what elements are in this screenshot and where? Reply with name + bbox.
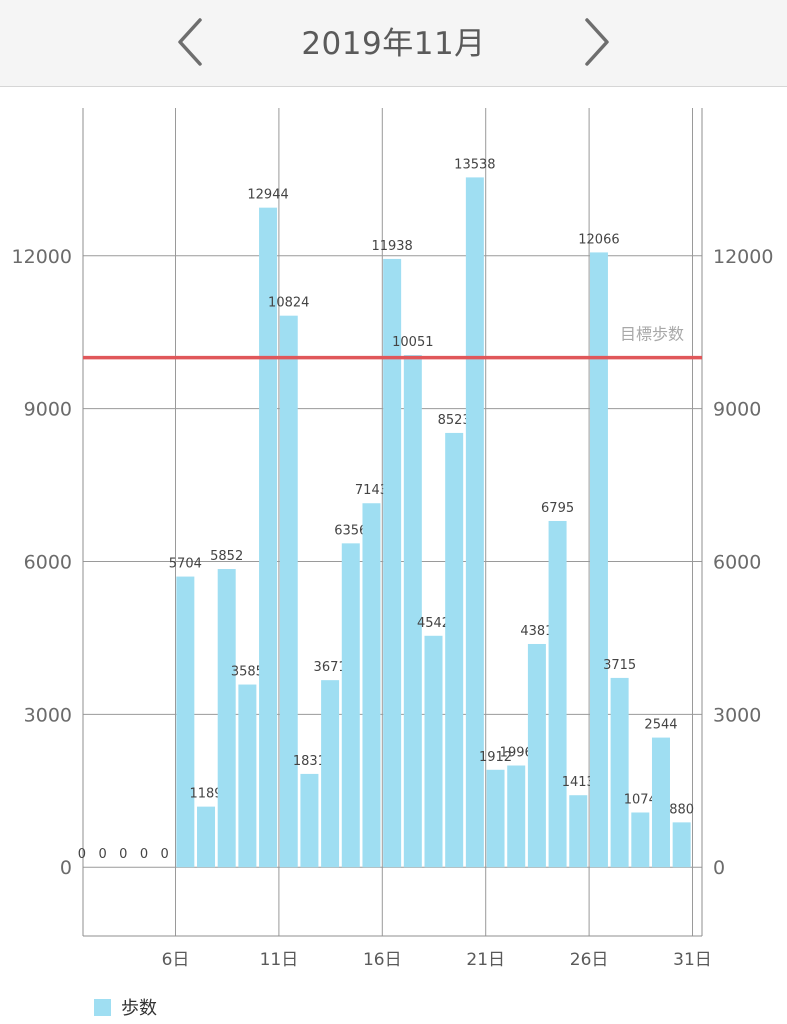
bar-value-label: 3671: [314, 660, 347, 675]
bar: [197, 806, 216, 868]
bar-value-label: 6356: [334, 523, 367, 538]
bar: [548, 520, 567, 868]
bar-value-label: 12944: [247, 188, 288, 203]
bar: [465, 177, 484, 868]
bar-value-label: 1189: [189, 787, 222, 802]
y-tick-label-right: 9000: [713, 399, 761, 421]
bar: [651, 737, 670, 868]
bar-value-label: 1831: [293, 754, 326, 769]
y-tick-label-right: 3000: [713, 704, 761, 726]
bar: [672, 822, 691, 868]
bar: [589, 252, 608, 868]
bar: [507, 765, 526, 868]
bar-value-label: 10824: [268, 296, 309, 311]
bar-value-label: 0: [140, 847, 148, 862]
legend-label: 歩数: [121, 998, 157, 1019]
x-tick-label: 31日: [673, 950, 712, 970]
y-tick-label-right: 0: [713, 857, 725, 879]
bar: [217, 569, 236, 868]
bar-value-label: 1413: [562, 775, 595, 790]
y-tick-label-right: 12000: [713, 246, 773, 268]
bar-value-label: 4381: [520, 624, 553, 639]
bar-value-label: 880: [669, 802, 694, 817]
bar-value-label: 12066: [578, 232, 619, 247]
bar-value-label: 1074: [624, 792, 657, 807]
bar: [279, 315, 298, 868]
bar-value-label: 10051: [392, 335, 433, 350]
next-month-button[interactable]: [577, 14, 617, 70]
chevron-right-icon: [585, 18, 609, 66]
legend-swatch: [94, 998, 111, 1016]
bar: [610, 677, 629, 868]
bar: [321, 680, 340, 868]
y-tick-label-left: 3000: [24, 704, 72, 726]
bar: [445, 432, 464, 868]
bar-value-label: 3585: [231, 665, 264, 680]
bar: [362, 503, 381, 868]
y-tick-label-left: 12000: [12, 246, 72, 268]
bar: [238, 684, 257, 868]
target-label: 目標歩数: [620, 325, 684, 344]
bar: [527, 643, 546, 868]
chart-legend: 歩数: [94, 995, 157, 1019]
bar: [259, 207, 278, 868]
x-tick-label: 16日: [363, 950, 402, 970]
bar-value-label: 1912: [479, 750, 512, 765]
y-tick-label-left: 0: [60, 857, 72, 879]
bar-value-label: 0: [119, 847, 127, 862]
bar: [424, 635, 443, 868]
bar: [631, 812, 650, 868]
bar-value-label: 5704: [169, 557, 202, 572]
bar-value-label: 6795: [541, 501, 574, 516]
y-tick-label-left: 9000: [24, 399, 72, 421]
bar-value-label: 0: [98, 847, 106, 862]
month-title: 2019年11月: [301, 26, 486, 62]
bar: [383, 258, 402, 868]
bar-value-label: 1996: [500, 746, 533, 761]
y-tick-label-left: 6000: [24, 551, 72, 573]
prev-month-button[interactable]: [170, 14, 210, 70]
bar-value-label: 4542: [417, 616, 450, 631]
bar: [300, 773, 319, 868]
x-tick-label: 11日: [260, 950, 299, 970]
bar-value-label: 0: [161, 847, 169, 862]
bar-value-label: 2544: [644, 718, 677, 733]
bar: [176, 576, 195, 868]
bar: [403, 355, 422, 868]
bar: [569, 795, 588, 868]
bar-value-label: 13538: [454, 157, 495, 172]
bar: [486, 769, 505, 868]
bar-value-label: 3715: [603, 658, 636, 673]
x-tick-label: 26日: [570, 950, 609, 970]
bar-value-label: 7143: [355, 483, 388, 498]
bar-value-label: 8523: [438, 413, 471, 428]
bar-value-label: 11938: [371, 239, 412, 254]
y-tick-label-right: 6000: [713, 551, 761, 573]
bar-value-label: 5852: [210, 549, 243, 564]
month-header: 2019年11月: [0, 0, 787, 87]
chevron-left-icon: [178, 18, 202, 66]
x-tick-label: 6日: [162, 950, 190, 970]
bar: [341, 543, 360, 868]
x-tick-label: 21日: [466, 950, 505, 970]
bar-value-label: 0: [78, 847, 86, 862]
